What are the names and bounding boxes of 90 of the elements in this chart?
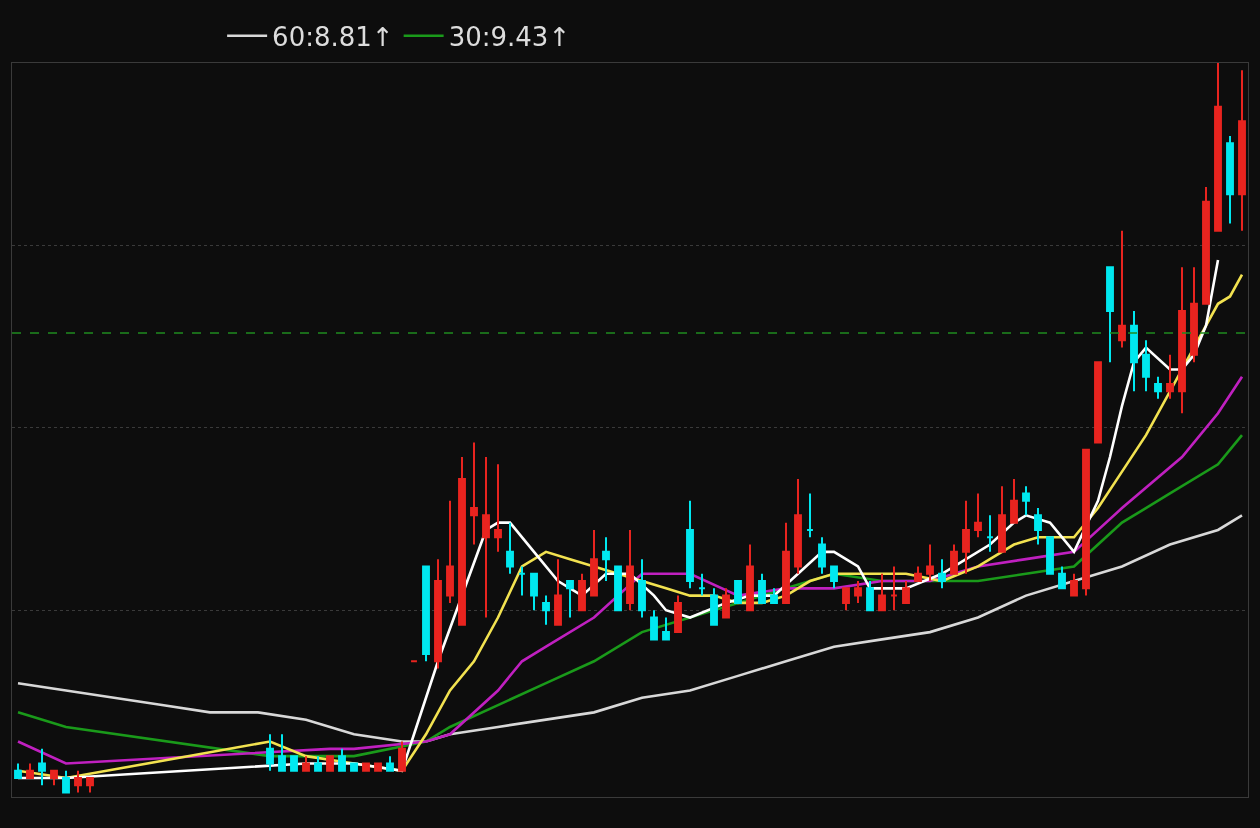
candlestick [26, 762, 34, 780]
candlestick [1190, 266, 1198, 364]
candlestick [566, 580, 574, 619]
candlestick [1226, 134, 1234, 225]
candlestick [458, 456, 466, 626]
candlestick [794, 477, 802, 575]
candlestick [386, 755, 394, 772]
candlestick [926, 543, 934, 583]
candlestick [470, 441, 478, 546]
candlestick [1106, 266, 1114, 364]
candlestick [878, 572, 886, 612]
candlestick [422, 565, 430, 663]
candlestick [890, 565, 898, 612]
candlestick [578, 572, 586, 612]
candlestick [734, 580, 742, 604]
candlestick [362, 762, 370, 772]
candlestick [398, 740, 406, 772]
candlestick [374, 762, 382, 772]
candlestick [1154, 375, 1162, 400]
candlestick [914, 565, 922, 583]
candlestick [266, 733, 274, 772]
candlestick [50, 769, 58, 787]
candlestick [518, 565, 526, 597]
candlestick [482, 456, 490, 619]
legend-label: 60:8.81↑ [272, 21, 394, 52]
candlestick [746, 543, 754, 612]
candlestick [1178, 266, 1186, 415]
candlestick [74, 769, 82, 794]
candlestick [530, 572, 538, 612]
candlestick [542, 594, 550, 626]
candlestick [1058, 565, 1066, 590]
candlestick [818, 536, 826, 575]
candlestick [338, 747, 346, 772]
candlestick [1202, 186, 1210, 305]
candlestick [722, 587, 730, 619]
candlestick [1142, 339, 1150, 393]
candlestick [1130, 310, 1138, 393]
candlestick [602, 536, 610, 583]
candlestick [1022, 485, 1030, 517]
candlestick [1214, 63, 1222, 232]
candlestick [866, 580, 874, 612]
candlestick [350, 762, 358, 772]
candlestick [902, 580, 910, 604]
candlestick [758, 572, 766, 604]
candlestick [14, 762, 22, 780]
candlestick [638, 558, 646, 619]
candlestick [854, 580, 862, 604]
candlestick [974, 492, 982, 539]
candlestick [1238, 69, 1246, 232]
candlestick [434, 558, 442, 670]
candlestick [278, 733, 286, 772]
candlestick [290, 755, 298, 772]
candlestick [590, 528, 598, 597]
candlestick [1082, 448, 1090, 597]
candlestick [686, 499, 694, 590]
candlestick [770, 587, 778, 604]
candlestick [314, 755, 322, 772]
candlestick [506, 521, 514, 575]
candlestick [1010, 477, 1018, 524]
candlestick [494, 463, 502, 553]
candlestick [614, 565, 622, 612]
candlestick [626, 528, 634, 612]
candlestick [38, 747, 46, 787]
candlestick [950, 543, 958, 575]
candlestick [938, 558, 946, 590]
candlestick [1118, 229, 1126, 349]
legend-label: 30:9.43↑ [448, 21, 571, 52]
candlestick [1094, 361, 1102, 444]
candlestick [1034, 507, 1042, 546]
candlestick [674, 594, 682, 634]
candlestick [554, 558, 562, 626]
candlestick [998, 485, 1006, 553]
candlestick [806, 492, 814, 539]
candlestick [782, 521, 790, 604]
candlestick [446, 499, 454, 604]
candlestick [962, 499, 970, 575]
candlestick [830, 565, 838, 590]
candlestick [650, 609, 658, 641]
candlestick [86, 777, 94, 794]
candlestick [1070, 572, 1078, 597]
candlestick [662, 616, 670, 641]
candlestick [842, 587, 850, 612]
candlestick [698, 572, 706, 597]
candlestick [1046, 536, 1054, 575]
candlestick [62, 769, 70, 794]
candlestick [302, 755, 310, 772]
candlestick [710, 587, 718, 626]
candlestick [1166, 353, 1174, 400]
candlestick [986, 514, 994, 553]
candlestick [326, 755, 334, 772]
